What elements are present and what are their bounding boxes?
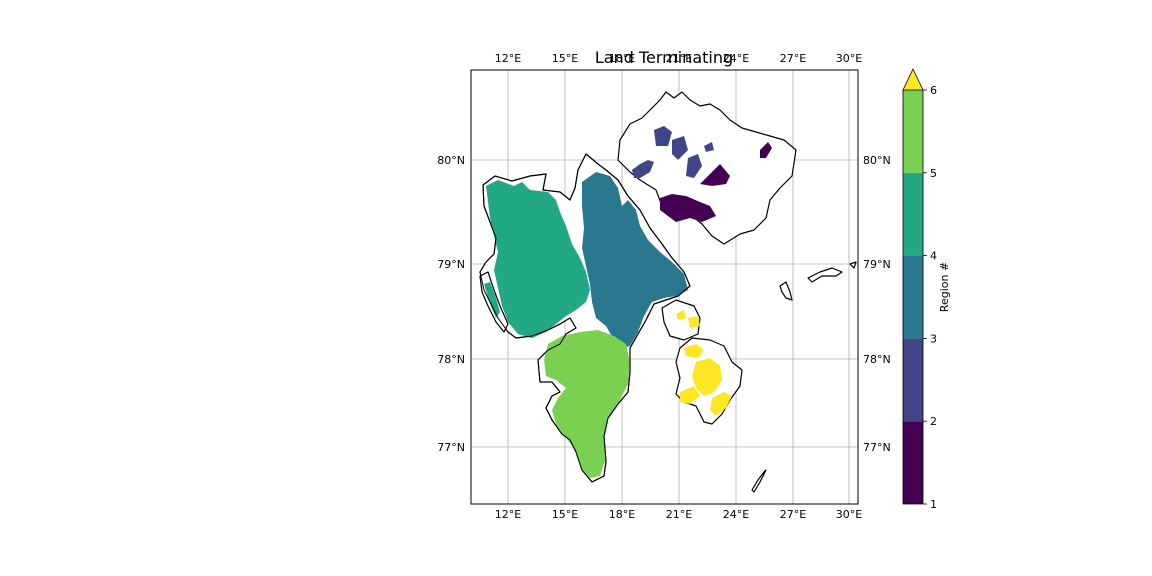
lon-tick-bottom-2: 18°E: [609, 508, 635, 521]
region-2-fill-c: [672, 136, 688, 160]
lon-tick-top-6: 30°E: [836, 52, 862, 65]
colorbar-segment-4: [903, 172, 923, 256]
region-1-fill-c: [760, 142, 772, 158]
colorbar-tick-label-6: 6: [930, 84, 937, 97]
colorbar-segment-3: [903, 255, 923, 339]
region-4-fill-forland: [484, 282, 500, 318]
island-small-east-1: [779, 281, 793, 301]
region-6-fill-c: [680, 386, 700, 404]
coastline-overlay: [479, 153, 691, 483]
region-2-fill-b: [654, 126, 672, 146]
region-4-fill: [486, 180, 590, 338]
colorbar-outline: [902, 90, 924, 505]
lon-tick-bottom-5: 27°E: [780, 508, 806, 521]
region-6-fill-f: [688, 316, 700, 328]
colorbar-tick-label-2: 2: [930, 415, 937, 428]
lat-tick-left-1: 79°N: [437, 258, 465, 271]
region-6-fill-e: [676, 310, 686, 320]
region-6-fill-d: [710, 392, 732, 416]
lon-tick-bottom-0: 12°E: [495, 508, 521, 521]
region-1-fill-a: [700, 164, 730, 186]
region-2-fill-d: [686, 154, 702, 178]
coast-spitsbergen-overlay: [479, 153, 691, 483]
colorbar-tick-label-1: 1: [930, 498, 937, 511]
lon-tick-top-5: 27°E: [780, 52, 806, 65]
region-5-fill: [544, 330, 630, 478]
lon-tick-top-3: 21°E: [666, 52, 692, 65]
lat-tick-left-0: 80°N: [437, 154, 465, 167]
lat-tick-right-1: 79°N: [863, 258, 891, 271]
colorbar: 1 2 3 4 5 6 Region #: [902, 68, 951, 511]
region-6-fill-b: [692, 358, 722, 396]
colorbar-tick-label-3: 3: [930, 332, 937, 345]
colorbar-tick-label-4: 4: [930, 250, 937, 263]
lon-tick-top-1: 15°E: [552, 52, 578, 65]
region-6-fill-a: [684, 344, 704, 358]
island-hopen: [751, 469, 767, 493]
map-title: Land Terminating: [595, 48, 733, 67]
region-fills: [484, 126, 772, 478]
lon-tick-bottom-4: 24°E: [723, 508, 749, 521]
lon-tick-top-2: 18°E: [609, 52, 635, 65]
region-1-fill-b: [660, 194, 716, 222]
island-small-east-2: [849, 261, 857, 269]
lat-tick-right-3: 77°N: [863, 441, 891, 454]
colorbar-segment-1: [903, 421, 923, 504]
lon-tick-bottom-3: 21°E: [666, 508, 692, 521]
island-kong-karls-land: [807, 267, 843, 283]
lon-tick-top-0: 12°E: [495, 52, 521, 65]
lon-tick-bottom-6: 30°E: [836, 508, 862, 521]
tick-labels: 12°E 12°E 15°E 15°E 18°E 18°E 21°E 21°E 24°E 24°E…: [437, 52, 890, 521]
island-barentsoya: [661, 299, 701, 341]
lat-tick-right-0: 80°N: [863, 154, 891, 167]
lat-tick-right-2: 78°N: [863, 353, 891, 366]
lon-tick-bottom-1: 15°E: [552, 508, 578, 521]
map-frame: [470, 69, 859, 505]
colorbar-segment-2: [903, 338, 923, 422]
colorbar-segment-5: [903, 90, 923, 173]
lat-tick-left-3: 77°N: [437, 441, 465, 454]
region-2-fill-a: [632, 160, 654, 178]
lat-tick-left-2: 78°N: [437, 353, 465, 366]
colorbar-extend-max: [902, 68, 924, 91]
lon-tick-top-4: 24°E: [723, 52, 749, 65]
colorbar-tick-label-5: 5: [930, 167, 937, 180]
region-2-fill-e: [704, 142, 714, 152]
region-3-fill: [582, 172, 688, 348]
colorbar-label: Region #: [938, 262, 951, 312]
